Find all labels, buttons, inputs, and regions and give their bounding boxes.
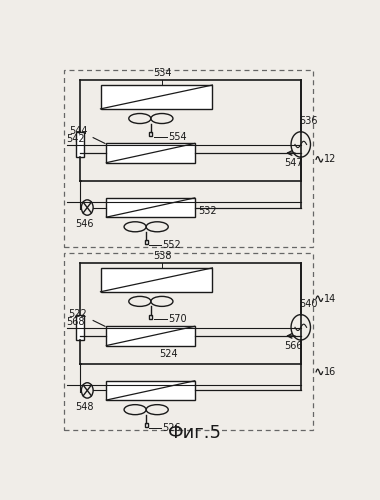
Bar	[145, 240, 147, 244]
Bar	[100, 85, 212, 109]
Bar	[106, 144, 195, 163]
Text: 14: 14	[324, 294, 336, 304]
Text: 552: 552	[162, 240, 180, 250]
Text: 568: 568	[66, 316, 85, 326]
Bar	[106, 381, 195, 400]
Text: 526: 526	[162, 423, 180, 433]
Bar	[100, 268, 212, 292]
Text: 12: 12	[324, 154, 336, 164]
Text: 546: 546	[75, 219, 93, 229]
Bar	[145, 423, 147, 427]
Bar	[76, 132, 84, 157]
Text: 540: 540	[299, 299, 318, 309]
Bar	[106, 326, 195, 345]
Text: 566: 566	[285, 340, 303, 350]
Text: 534: 534	[153, 68, 171, 78]
Text: 547: 547	[285, 158, 303, 168]
Bar	[64, 254, 312, 430]
Bar	[106, 198, 195, 217]
Bar	[76, 315, 84, 340]
Bar	[149, 132, 152, 136]
Bar	[64, 70, 312, 246]
Text: 524: 524	[160, 350, 178, 360]
Text: 538: 538	[153, 250, 171, 260]
Text: 536: 536	[299, 116, 318, 126]
Text: Фиг.5: Фиг.5	[168, 424, 222, 442]
Text: 16: 16	[324, 367, 336, 377]
Text: 548: 548	[75, 402, 93, 412]
Text: 532: 532	[198, 206, 216, 216]
Text: 554: 554	[168, 132, 187, 141]
Text: 544: 544	[69, 126, 87, 136]
Bar	[149, 315, 152, 318]
Text: 522: 522	[68, 310, 87, 320]
Text: 570: 570	[168, 314, 187, 324]
Text: 542: 542	[66, 134, 85, 143]
